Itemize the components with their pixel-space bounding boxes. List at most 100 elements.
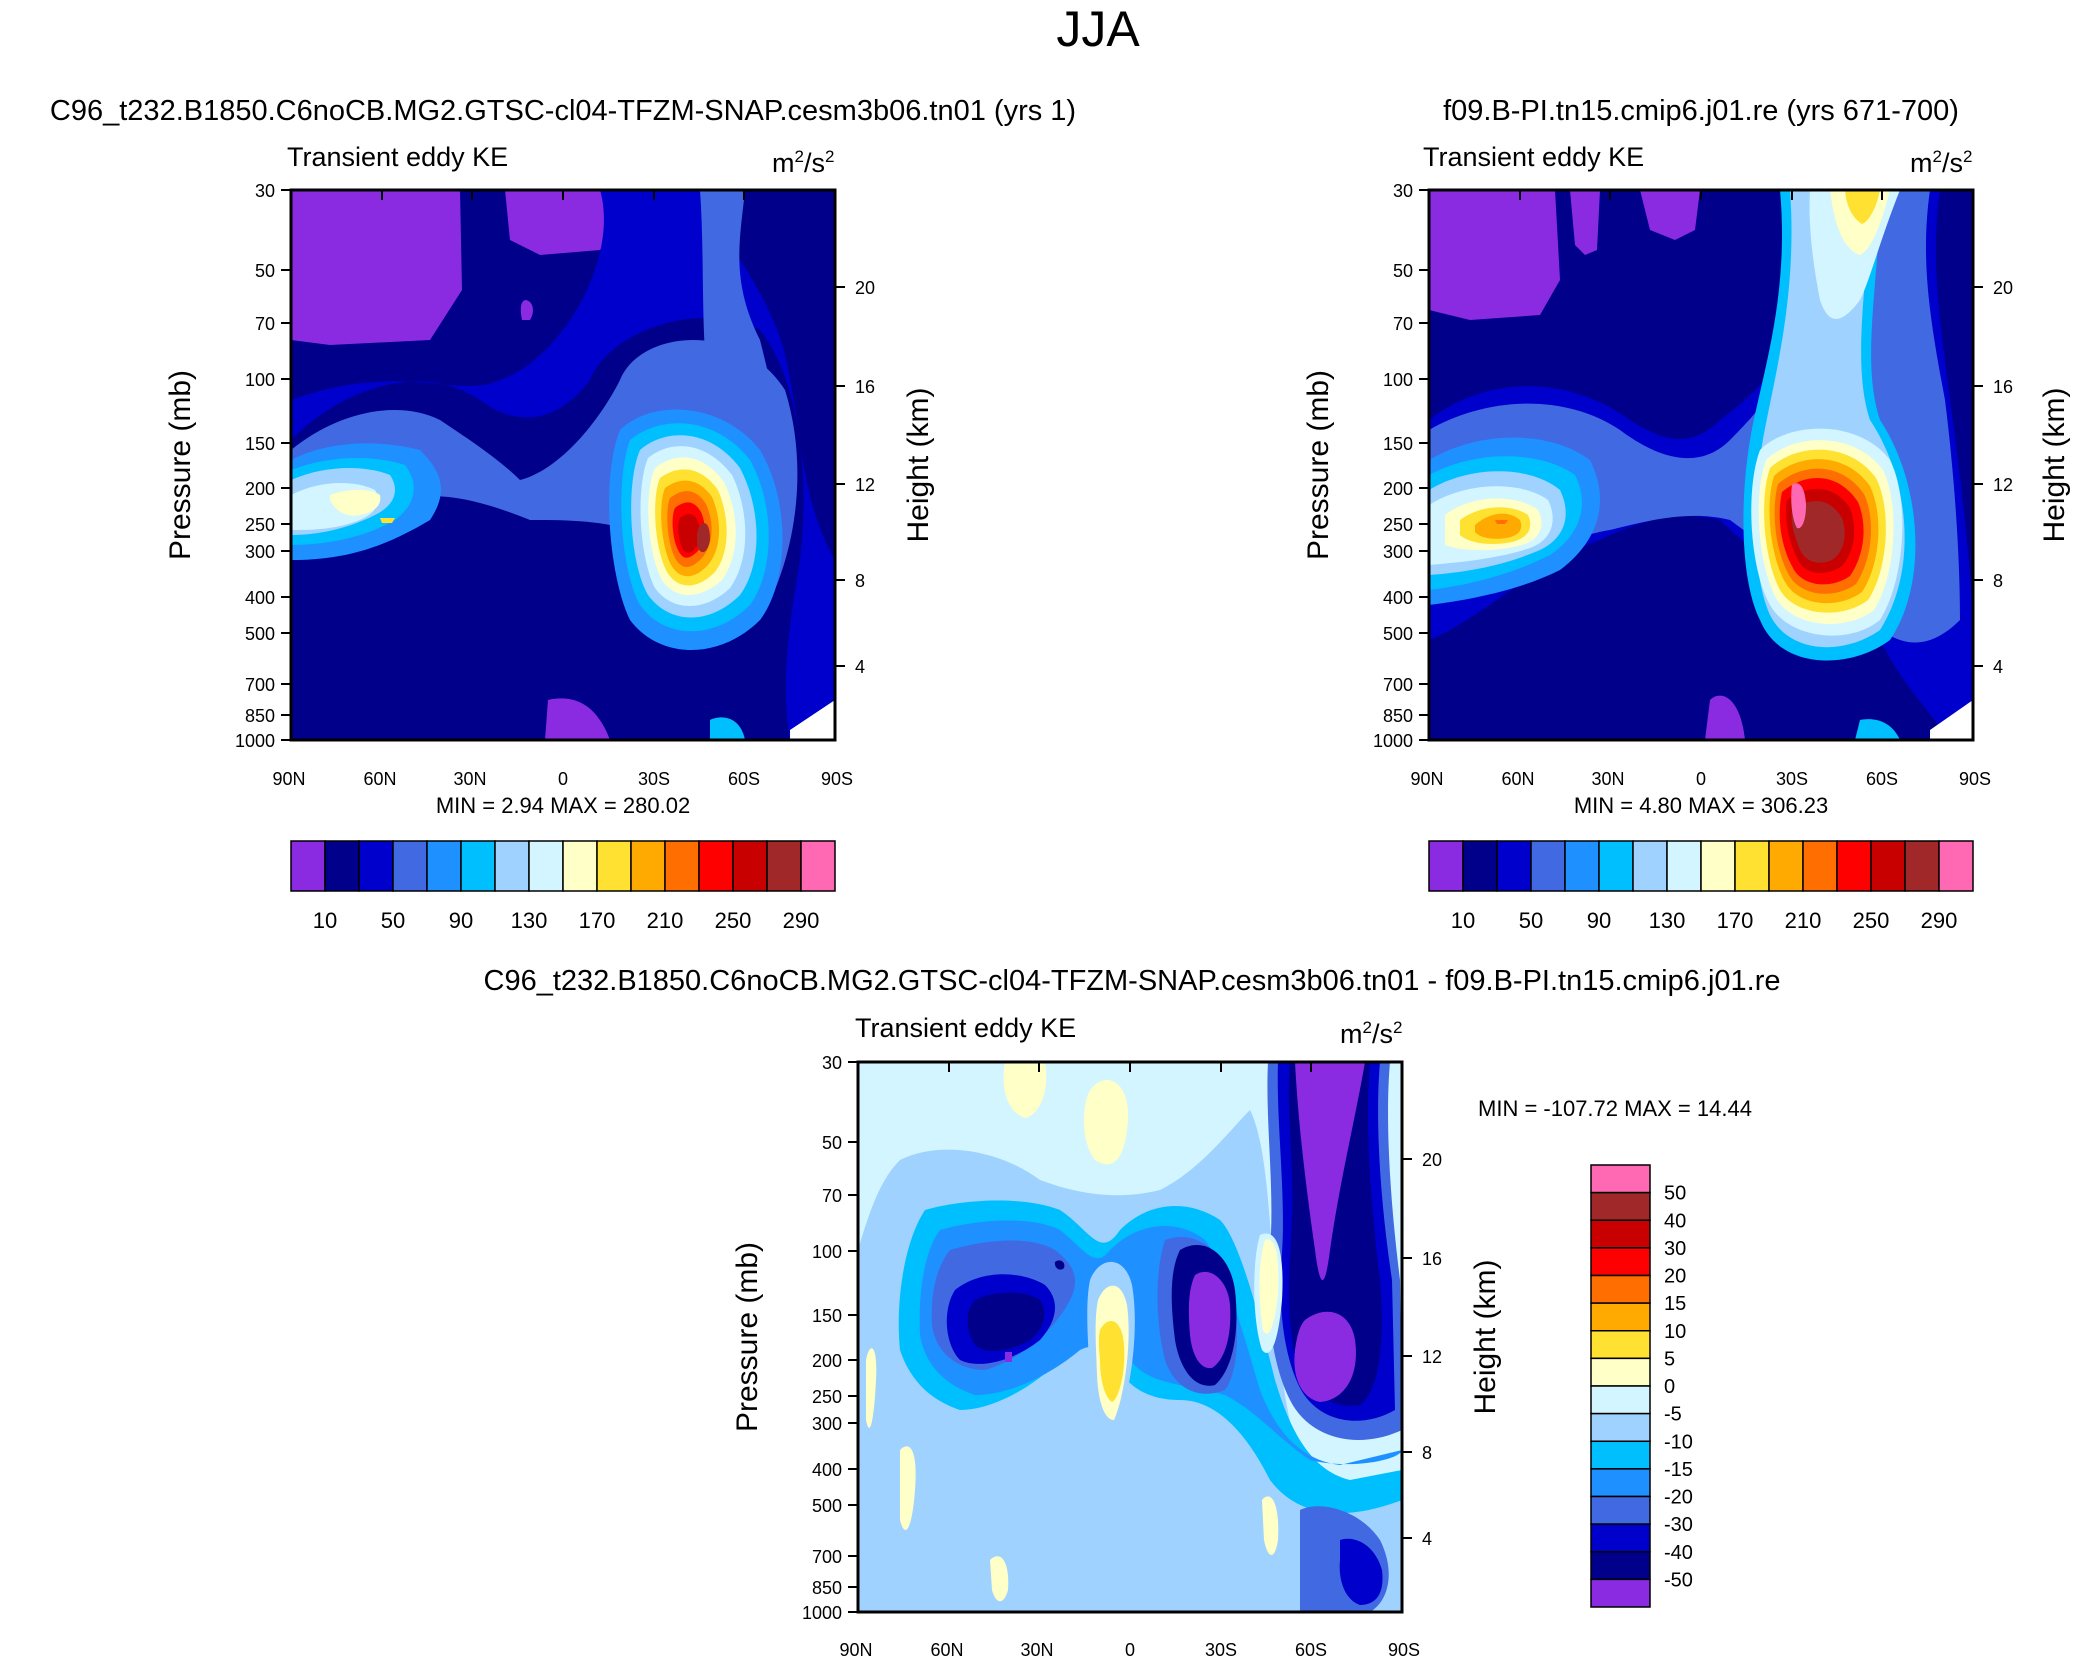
svg-text:70: 70 [255, 314, 275, 334]
panel-c-colorbar-swatch-1 [1590, 1191, 1651, 1221]
svg-text:700: 700 [245, 675, 275, 695]
svg-text:30S: 30S [1205, 1640, 1237, 1660]
panel-c-colorbar-swatch-7 [1590, 1357, 1651, 1387]
panel-a-colorbar-swatch-4 [426, 840, 462, 892]
svg-text:200: 200 [245, 479, 275, 499]
panel-c-colorbar-label-5: 10 [1664, 1321, 1686, 1343]
panel-b-colorbar-swatch-12 [1836, 840, 1872, 892]
panel-a-subtitle: Transient eddy KE [287, 142, 508, 172]
panel-a-units: m2/s2 [772, 147, 834, 178]
panel-b: f09.B-PI.tn15.cmip6.j01.re (yrs 671-700)… [1302, 95, 2071, 933]
svg-text:150: 150 [245, 434, 275, 454]
panel-a-colorbar-swatch-14 [766, 840, 802, 892]
svg-text:70: 70 [822, 1186, 842, 1206]
svg-text:150: 150 [812, 1306, 842, 1326]
panel-c-colorbar-swatch-9 [1590, 1412, 1651, 1442]
panel-b-ylabel-left: Pressure (mb) [1302, 370, 1335, 560]
svg-text:0: 0 [558, 769, 568, 789]
panel-c-colorbar-swatch-13 [1590, 1523, 1651, 1553]
panel-a-ylabel-right: Height (km) [902, 387, 935, 542]
svg-text:100: 100 [812, 1242, 842, 1262]
svg-text:30S: 30S [638, 769, 670, 789]
panel-b-colorbar-swatch-10 [1768, 840, 1804, 892]
panel-c-colorbar-label-2: 30 [1664, 1238, 1686, 1260]
panel-c-colorbar-swatch-5 [1590, 1302, 1651, 1332]
panel-a-colorbar-label-1: 50 [381, 908, 405, 933]
panel-a-colorbar-label-6: 250 [715, 908, 752, 933]
svg-text:250: 250 [245, 515, 275, 535]
svg-text:8: 8 [1993, 571, 2003, 591]
svg-text:90N: 90N [1410, 769, 1443, 789]
panel-b-colorbar-swatch-8 [1700, 840, 1736, 892]
svg-text:30N: 30N [453, 769, 486, 789]
panel-c-colorbar-label-0: 50 [1664, 1183, 1686, 1205]
svg-text:1000: 1000 [235, 731, 275, 751]
panel-a-colorbar: 10 50 90 130 170 210 250 290 [290, 840, 836, 933]
panel-a-left-axis: 30 50 70 100 150 200 250 300 400 500 700… [235, 181, 291, 751]
panel-b-colorbar-label-3: 130 [1649, 908, 1686, 933]
svg-text:90S: 90S [1959, 769, 1991, 789]
svg-text:12: 12 [1993, 475, 2013, 495]
svg-text:60S: 60S [1295, 1640, 1327, 1660]
panel-a-colorbar-label-0: 10 [313, 908, 337, 933]
svg-text:70: 70 [1393, 314, 1413, 334]
svg-text:850: 850 [245, 706, 275, 726]
panel-c-colorbar-swatch-0 [1590, 1164, 1651, 1194]
svg-text:700: 700 [812, 1547, 842, 1567]
panel-b-colorbar-swatch-4 [1564, 840, 1600, 892]
svg-text:60N: 60N [363, 769, 396, 789]
panel-b-colorbar-swatch-7 [1666, 840, 1702, 892]
panel-a-colorbar-swatch-1 [324, 840, 360, 892]
svg-text:12: 12 [1422, 1347, 1442, 1367]
panel-b-stats: MIN = 4.80 MAX = 306.23 [1574, 793, 1828, 818]
panel-c-subtitle: Transient eddy KE [855, 1013, 1076, 1043]
svg-text:250: 250 [1383, 515, 1413, 535]
panel-b-colorbar-swatch-6 [1632, 840, 1668, 892]
panel-c-colorbar-label-1: 40 [1664, 1210, 1686, 1232]
panel-a-ylabel-left: Pressure (mb) [164, 370, 197, 560]
svg-text:200: 200 [812, 1351, 842, 1371]
panel-c-colorbar-label-8: -5 [1664, 1404, 1682, 1426]
panel-b-colorbar-label-4: 170 [1717, 908, 1754, 933]
panel-b-colorbar-swatch-14 [1904, 840, 1940, 892]
panel-c-colorbar-swatch-15 [1590, 1578, 1651, 1608]
panel-a-colorbar-swatch-6 [494, 840, 530, 892]
svg-text:1000: 1000 [1373, 731, 1413, 751]
svg-text:20: 20 [1993, 278, 2013, 298]
panel-a-colorbar-swatch-13 [732, 840, 768, 892]
panel-a-colorbar-swatch-9 [596, 840, 632, 892]
svg-text:0: 0 [1696, 769, 1706, 789]
panel-b-colorbar-label-6: 250 [1853, 908, 1890, 933]
panel-a-colorbar-label-4: 170 [579, 908, 616, 933]
panel-b-colorbar-label-7: 290 [1921, 908, 1958, 933]
panel-c-colorbar-label-9: -10 [1664, 1431, 1693, 1453]
panel-c-x-axis: 90N 60N 30N 0 30S 60S 90S [839, 1062, 1420, 1660]
svg-text:20: 20 [855, 278, 875, 298]
panel-a-colorbar-label-7: 290 [783, 908, 820, 933]
panel-a-colorbar-swatch-11 [664, 840, 700, 892]
panel-c-colorbar-swatch-6 [1590, 1330, 1651, 1360]
svg-text:30: 30 [822, 1053, 842, 1073]
panel-b-colorbar-swatch-3 [1530, 840, 1566, 892]
panel-b-colorbar-swatch-5 [1598, 840, 1634, 892]
panel-c-colorbar-swatch-12 [1590, 1495, 1651, 1525]
panel-a-field [291, 190, 835, 740]
panel-c-colorbar-swatch-14 [1590, 1551, 1651, 1581]
svg-text:50: 50 [1393, 261, 1413, 281]
panel-a-stats: MIN = 2.94 MAX = 280.02 [436, 793, 690, 818]
panel-b-colorbar-label-2: 90 [1587, 908, 1611, 933]
svg-text:100: 100 [245, 370, 275, 390]
svg-text:100: 100 [1383, 370, 1413, 390]
svg-text:4: 4 [1422, 1529, 1432, 1549]
panel-a-colorbar-label-2: 90 [449, 908, 473, 933]
svg-text:20: 20 [1422, 1150, 1442, 1170]
panel-c-field [858, 1062, 1402, 1612]
svg-text:850: 850 [812, 1578, 842, 1598]
panel-a-colorbar-swatch-10 [630, 840, 666, 892]
panel-c-colorbar-swatch-11 [1590, 1468, 1651, 1498]
svg-text:300: 300 [812, 1414, 842, 1434]
svg-text:16: 16 [1422, 1249, 1442, 1269]
panel-c-colorbar-swatch-2 [1590, 1219, 1651, 1249]
panel-b-colorbar-label-1: 50 [1519, 908, 1543, 933]
